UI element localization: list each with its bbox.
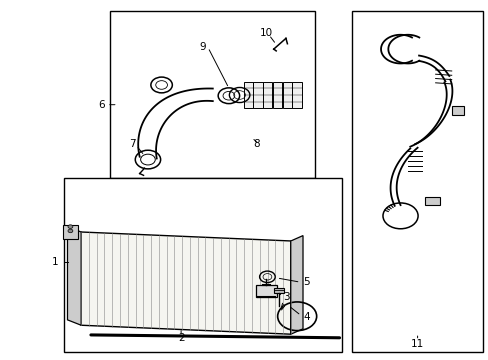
Text: 9: 9 [199, 42, 206, 52]
Text: 2: 2 [178, 333, 184, 343]
Bar [351, 12, 483, 352]
Bar [292, 82, 301, 108]
Bar [263, 82, 272, 108]
Bar [451, 107, 463, 116]
Text: 3: 3 [283, 292, 289, 302]
Bar [272, 82, 282, 108]
Bar [110, 12, 315, 178]
Bar [255, 285, 277, 297]
Bar [243, 82, 252, 108]
Bar [253, 82, 262, 108]
Text: 7: 7 [129, 139, 135, 149]
Text: 8: 8 [253, 139, 260, 149]
Bar [64, 178, 341, 352]
Text: 1: 1 [52, 257, 58, 267]
Polygon shape [81, 232, 290, 334]
Bar [282, 82, 291, 108]
Bar [273, 288, 283, 293]
Text: 5: 5 [303, 277, 309, 287]
Bar [424, 197, 439, 205]
Text: 4: 4 [303, 312, 309, 322]
Circle shape [68, 229, 73, 233]
Polygon shape [67, 226, 81, 325]
Text: 6: 6 [98, 100, 104, 110]
Bar [62, 225, 78, 239]
Text: 10: 10 [259, 28, 272, 38]
Polygon shape [290, 235, 303, 334]
Text: 11: 11 [410, 339, 424, 349]
Circle shape [68, 225, 73, 228]
